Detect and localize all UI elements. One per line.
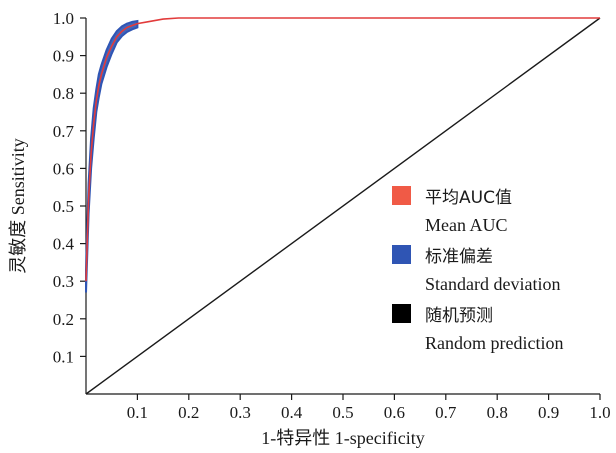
- y-axis-title: 灵敏度 Sensitivity: [8, 138, 28, 274]
- random-prediction-line: [85, 17, 601, 395]
- y-tick-label: 0.1: [53, 347, 74, 366]
- x-tick-label: 0.1: [127, 403, 148, 422]
- legend-label-zh-mean-auc: 平均AUC值: [425, 188, 512, 208]
- y-tick-label: 0.3: [53, 272, 74, 291]
- y-tick-label: 1.0: [53, 9, 74, 28]
- x-tick-label: 1.0: [589, 403, 610, 422]
- legend: 平均AUC值 Mean AUC 标准偏差 Standard deviation …: [392, 186, 563, 353]
- y-tick-label: 0.2: [53, 310, 74, 329]
- legend-label-zh-random: 随机预测: [425, 306, 493, 326]
- x-tick-label: 0.5: [332, 403, 353, 422]
- legend-swatch-random: [392, 304, 411, 323]
- y-ticks: 0.1 0.2 0.3 0.4 0.5 0.6 0.7 0.8 0.9 1.0: [53, 9, 86, 366]
- legend-swatch-mean-auc: [392, 186, 411, 205]
- x-tick-label: 0.4: [281, 403, 303, 422]
- x-tick-label: 0.6: [384, 403, 405, 422]
- mean-auc-curve: [85, 17, 600, 282]
- legend-swatch-std-dev: [392, 245, 411, 264]
- series-layer: [85, 17, 601, 395]
- x-tick-label: 0.7: [435, 403, 457, 422]
- std-deviation-band: [85, 19, 139, 293]
- legend-label-en-std-dev: Standard deviation: [425, 274, 560, 294]
- x-tick-label: 0.3: [230, 403, 251, 422]
- x-tick-label: 0.9: [538, 403, 559, 422]
- y-tick-label: 0.5: [53, 197, 74, 216]
- y-tick-label: 0.6: [53, 159, 74, 178]
- y-tick-label: 0.7: [53, 122, 75, 141]
- y-tick-label: 0.9: [53, 47, 74, 66]
- legend-label-zh-std-dev: 标准偏差: [425, 247, 493, 267]
- legend-label-en-mean-auc: Mean AUC: [425, 215, 508, 235]
- x-tick-label: 0.8: [487, 403, 508, 422]
- y-tick-label: 0.4: [53, 235, 75, 254]
- x-ticks: 0.1 0.2 0.3 0.4 0.5 0.6 0.7 0.8 0.9 1.0: [127, 394, 611, 422]
- legend-label-en-random: Random prediction: [425, 333, 563, 353]
- x-tick-label: 0.2: [178, 403, 199, 422]
- y-tick-label: 0.8: [53, 84, 74, 103]
- x-axis-title: 1-特异性 1-specificity: [261, 428, 424, 448]
